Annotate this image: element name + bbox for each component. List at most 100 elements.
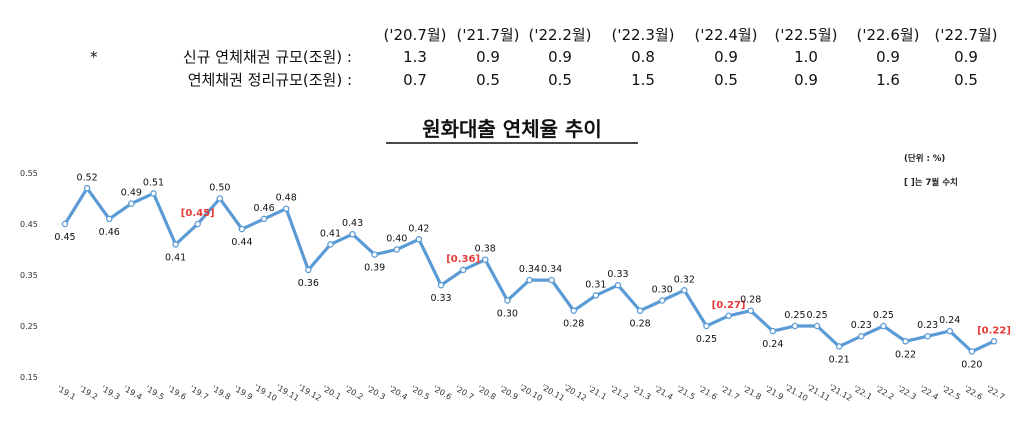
- data-point: [658, 297, 666, 304]
- data-label: 0.25: [696, 334, 717, 345]
- data-label: 0.33: [430, 293, 451, 304]
- data-point: [238, 225, 246, 233]
- data-point: [282, 205, 290, 212]
- data-label: 0.23: [851, 320, 872, 331]
- data-label: 0.45: [54, 232, 75, 243]
- x-tick-label: '21.1: [586, 384, 608, 402]
- data-point: [747, 307, 754, 314]
- data-label: 0.24: [939, 315, 960, 326]
- x-tick-label: '20.12: [562, 383, 588, 403]
- data-point: [835, 343, 843, 350]
- x-tick-label: '22.6: [962, 384, 984, 402]
- table-cell: 0.5: [954, 71, 978, 89]
- data-point: [880, 322, 887, 330]
- bracket-note: [ ]는 7월 수치: [904, 177, 958, 188]
- data-point: [216, 195, 224, 202]
- data-label: 0.39: [364, 263, 385, 274]
- y-tick-label: 0.35: [20, 271, 38, 280]
- x-tick-label: '21.7: [719, 384, 741, 402]
- column-header: ('22.5월): [774, 26, 837, 44]
- data-label: 0.24: [762, 339, 783, 350]
- data-label: 0.30: [652, 285, 673, 296]
- data-label: 0.28: [563, 319, 584, 330]
- x-tick-label: '21.10: [783, 383, 809, 403]
- x-tick-label: '21.5: [675, 384, 697, 402]
- data-point: [61, 220, 69, 228]
- data-label: 0.38: [475, 244, 496, 255]
- table-cell: 0.9: [548, 48, 572, 66]
- x-tick-label: '19.1: [55, 384, 77, 402]
- data-label: 0.50: [209, 183, 230, 194]
- data-label: 0.21: [829, 354, 850, 365]
- x-tick-label: '20.11: [540, 383, 566, 403]
- data-label: 0.49: [121, 188, 142, 199]
- column-header: ('20.7월): [383, 26, 446, 44]
- y-axis: 0.15 0.25 0.35 0.45 0.55: [20, 169, 38, 382]
- data-point: [305, 266, 312, 274]
- data-label: 0.30: [497, 309, 518, 320]
- x-tick-label: '22.4: [918, 384, 940, 402]
- x-tick-label: '21.11: [805, 383, 831, 403]
- data-labels: 0.45 0.52 0.46 0.490.51 0.41 [0.45] 0.50 0.44 0.…: [54, 172, 1010, 370]
- data-point: [393, 246, 401, 253]
- data-label: 0.28: [740, 295, 761, 306]
- column-header: ('22.7월): [934, 26, 997, 44]
- x-tick-label: '21.8: [741, 384, 763, 402]
- data-label: 0.36: [298, 278, 319, 289]
- data-label: 0.34: [541, 264, 562, 275]
- data-point: [172, 241, 179, 248]
- data-point: [636, 307, 644, 314]
- table-cell: 0.9: [954, 48, 978, 66]
- row-label: 연체채권 정리규모(조원) :: [188, 71, 352, 89]
- unit-note: (단위 : %): [904, 153, 945, 164]
- x-tick-label: '21.3: [630, 384, 652, 402]
- table-cell: 0.5: [476, 71, 500, 89]
- x-tick-label: '21.9: [763, 384, 785, 402]
- data-point: [459, 266, 467, 274]
- x-tick-label: '20.9: [498, 384, 520, 402]
- x-tick-label: '20.10: [518, 383, 544, 403]
- table-cell: 0.9: [714, 48, 738, 66]
- data-label: 0.31: [585, 279, 606, 290]
- data-point: [482, 256, 489, 263]
- chart-title: 원화대출 연체율 추이: [422, 117, 602, 141]
- row-bullet: *: [90, 48, 98, 66]
- y-tick-label: 0.25: [20, 322, 38, 331]
- x-tick-label: '19.12: [296, 383, 322, 403]
- x-tick-label: '20.5: [409, 384, 431, 402]
- table-cell: 0.5: [548, 71, 572, 89]
- data-point: [858, 332, 865, 340]
- data-label: 0.25: [806, 310, 827, 321]
- column-header: ('22.4월): [694, 26, 757, 44]
- x-tick-label: '20.2: [343, 384, 365, 402]
- data-point: [150, 190, 157, 197]
- x-tick-label: '22.5: [940, 384, 962, 402]
- x-tick-label: '22.7: [984, 384, 1006, 402]
- data-label: 0.20: [961, 360, 982, 371]
- x-tick-label: '19.10: [252, 383, 278, 403]
- highlight-data-label: [0.36]: [446, 254, 480, 265]
- data-label: 0.28: [630, 319, 651, 330]
- data-label: 0.40: [386, 234, 407, 245]
- x-tick-label: '21.4: [653, 384, 675, 402]
- x-tick-label: '20.1: [321, 384, 343, 402]
- data-label: 0.41: [165, 252, 186, 263]
- data-point: [769, 327, 777, 335]
- row-label: 신규 연체채권 규모(조원) :: [183, 48, 352, 66]
- data-label: 0.41: [320, 228, 341, 239]
- data-point: [570, 307, 577, 314]
- data-point: [924, 332, 931, 340]
- table-cell: 0.5: [714, 71, 738, 89]
- data-point: [548, 276, 555, 284]
- data-point: [725, 312, 732, 320]
- x-tick-label: '19.2: [77, 384, 99, 402]
- x-tick-label: '19.5: [144, 384, 166, 402]
- table-cell: 1.5: [631, 71, 655, 89]
- table-cell: 1.0: [794, 48, 818, 66]
- data-label: 0.44: [231, 237, 252, 248]
- table-cell: 0.9: [876, 48, 900, 66]
- x-tick-label: '19.3: [100, 384, 122, 402]
- data-point: [349, 230, 356, 238]
- data-point: [946, 327, 954, 335]
- data-label: 0.42: [408, 223, 429, 234]
